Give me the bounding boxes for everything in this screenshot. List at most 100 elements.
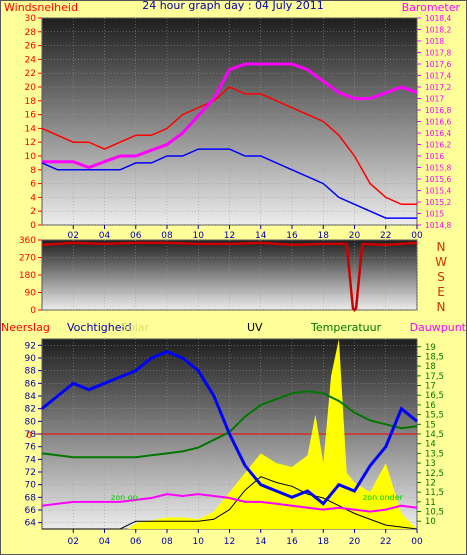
y-tick-label: 24 bbox=[25, 55, 37, 65]
series-line bbox=[41, 86, 417, 206]
x-tick-label: 18 bbox=[318, 231, 330, 241]
y-tick-label: 180 bbox=[19, 271, 36, 281]
y2-tick-label: 15 bbox=[425, 420, 436, 430]
y-tick-label: 12 bbox=[25, 138, 36, 148]
series-line bbox=[41, 241, 418, 312]
y-tick-label: 92 bbox=[25, 341, 36, 351]
direction-y-ticks: 0 90 180 270 360 bbox=[19, 236, 42, 316]
y-tick-label: 66 bbox=[25, 506, 37, 516]
x-tick-label: 20 bbox=[349, 537, 361, 547]
dewpoint-label: Dauwpunt bbox=[410, 321, 467, 334]
y2-tick-label: 13,5 bbox=[425, 449, 444, 459]
y2-tick-label: 1018,4 bbox=[425, 14, 451, 23]
temperature-axis-label: Temperatuur bbox=[310, 321, 382, 334]
y2-tick-label: 1018 bbox=[425, 37, 444, 46]
y2-tick-label: 1017,2 bbox=[425, 83, 451, 92]
y-tick-label: 22 bbox=[25, 69, 36, 79]
x-tick-label: 10 bbox=[193, 537, 205, 547]
y-tick-label: 360 bbox=[19, 236, 36, 246]
y-tick-label: 28 bbox=[25, 28, 37, 38]
solar-label: Solar bbox=[121, 321, 150, 334]
series-line bbox=[41, 148, 417, 219]
x-tick-label: 22 bbox=[380, 231, 391, 241]
y2-tick-label: 14 bbox=[425, 440, 436, 450]
x-tick-label: 16 bbox=[286, 231, 298, 241]
y2-tick-label: 1017,6 bbox=[425, 60, 451, 69]
humidity-y-ticks: 64 66 68 70 72 74 76 78 80 82 84 86 88 90 92 bbox=[25, 341, 42, 529]
y-tick-label: 8 bbox=[30, 166, 36, 176]
y-tick-label: 84 bbox=[25, 392, 37, 402]
y2-tick-label: 1015,2 bbox=[425, 198, 451, 207]
sunset-marker: zon onder bbox=[363, 493, 404, 502]
x-tick-label: 06 bbox=[130, 537, 142, 547]
y-tick-label: 80 bbox=[25, 417, 37, 427]
y-tick-label: 10 bbox=[25, 152, 37, 162]
y-tick-label: 78 bbox=[25, 430, 37, 440]
solar-area bbox=[42, 339, 417, 529]
x-tick-label: 02 bbox=[68, 231, 79, 241]
compass-letter: W bbox=[435, 255, 447, 269]
y2-tick-label: 18,5 bbox=[425, 352, 444, 362]
compass-letter: S bbox=[437, 270, 445, 284]
x-tick-label: 00 bbox=[411, 537, 423, 547]
y-tick-label: 0 bbox=[30, 221, 36, 231]
compass-letter: E bbox=[437, 285, 445, 299]
x-tick-label: 12 bbox=[224, 231, 235, 241]
y2-tick-label: 1015 bbox=[425, 210, 444, 219]
x-tick-label: 04 bbox=[99, 537, 111, 547]
y-tick-label: 88 bbox=[25, 367, 37, 377]
y2-tick-label: 15,5 bbox=[425, 411, 444, 421]
x-tick-label: 00 bbox=[411, 231, 423, 241]
sunrise-marker: zon op bbox=[111, 493, 138, 502]
x-tick-label: 08 bbox=[161, 537, 173, 547]
humidity-axis-label: Vochtigheid bbox=[67, 321, 132, 334]
wind-plot-area bbox=[41, 17, 418, 226]
x-tick-label: 12 bbox=[224, 537, 235, 547]
y-tick-label: 64 bbox=[25, 519, 37, 529]
y-tick-label: 76 bbox=[25, 443, 37, 453]
x-tick-label: 10 bbox=[193, 231, 205, 241]
y2-tick-label: 1017,8 bbox=[425, 49, 451, 58]
y-tick-label: 18 bbox=[25, 97, 37, 107]
y-tick-label: 90 bbox=[25, 289, 37, 299]
rain-zero-tick: 0 bbox=[26, 431, 32, 441]
y-tick-label: 30 bbox=[25, 14, 37, 24]
y-tick-label: 0 bbox=[30, 306, 36, 316]
y2-tick-label: 1015,4 bbox=[425, 187, 451, 196]
y2-tick-label: 1016 bbox=[425, 152, 444, 161]
y-tick-label: 4 bbox=[30, 193, 36, 203]
y-tick-label: 14 bbox=[25, 124, 37, 134]
y2-tick-label: 1018,2 bbox=[425, 26, 451, 35]
y-tick-label: 86 bbox=[25, 379, 37, 389]
series-line bbox=[42, 62, 418, 170]
y2-tick-label: 1016,4 bbox=[425, 129, 451, 138]
x-tick-label: 04 bbox=[99, 231, 111, 241]
y2-tick-label: 11,5 bbox=[425, 488, 444, 498]
wind-series bbox=[41, 62, 418, 219]
barometer-y-ticks: 1014,8 1015 1015,2 1015,4 1015,6 1015,8 1016 10… bbox=[417, 14, 451, 230]
compass-letter: N bbox=[437, 240, 446, 254]
y-tick-label: 74 bbox=[25, 455, 37, 465]
climate-x-ticks: 02 04 06 08 10 12 14 16 18 20 22 00 bbox=[68, 529, 423, 547]
x-tick-label: 02 bbox=[68, 537, 79, 547]
y-tick-label: 70 bbox=[25, 481, 37, 491]
y2-tick-label: 17 bbox=[425, 382, 436, 392]
x-tick-label: 20 bbox=[349, 231, 361, 241]
barometer-axis-label: Barometer bbox=[402, 1, 461, 14]
y2-tick-label: 13 bbox=[425, 459, 436, 469]
x-tick-label: 06 bbox=[130, 231, 142, 241]
x-tick-label: 14 bbox=[255, 537, 267, 547]
y-tick-label: 26 bbox=[25, 42, 37, 52]
direction-series bbox=[41, 241, 418, 312]
y-tick-label: 270 bbox=[19, 254, 36, 264]
y2-tick-label: 1017 bbox=[425, 95, 444, 104]
y2-tick-label: 1016,2 bbox=[425, 141, 451, 150]
x-tick-label: 22 bbox=[380, 537, 391, 547]
series-line bbox=[42, 476, 418, 530]
x-tick-label: 16 bbox=[286, 537, 298, 547]
uv-label: UV bbox=[247, 321, 263, 334]
y2-tick-label: 10,5 bbox=[425, 508, 444, 518]
